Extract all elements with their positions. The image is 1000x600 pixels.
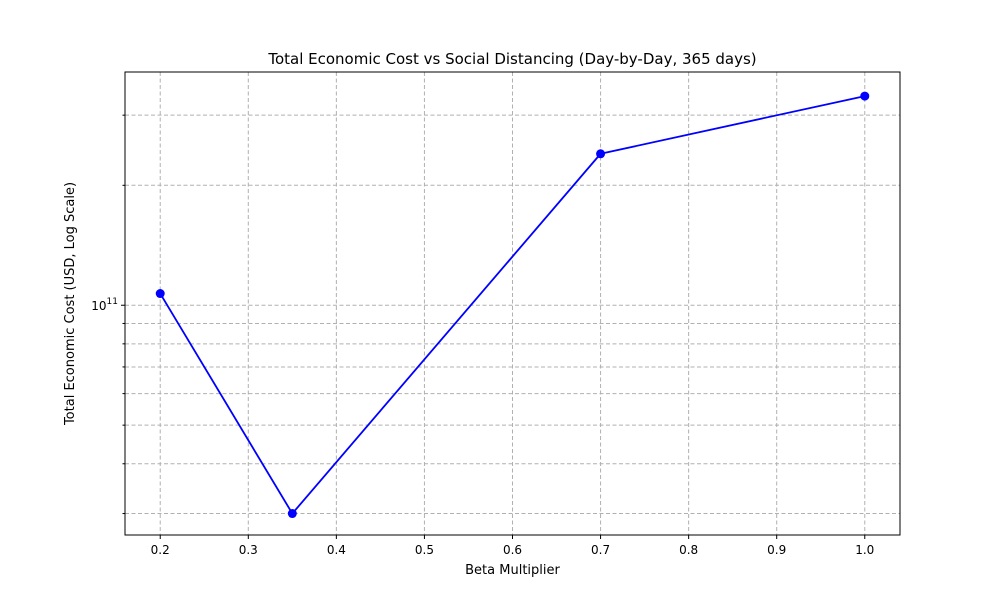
data-point-marker	[596, 149, 606, 159]
series-line	[159, 95, 865, 515]
x-tick-label: 0.7	[591, 543, 610, 557]
chart-title: Total Economic Cost vs Social Distancing…	[267, 50, 756, 68]
data-point-marker	[287, 509, 297, 519]
series-layer	[155, 91, 870, 519]
x-tick-label: 0.3	[239, 543, 258, 557]
x-tick-label: 0.5	[415, 543, 434, 557]
x-tick-label: 0.6	[503, 543, 522, 557]
grid-layer	[125, 72, 900, 535]
x-tick-label: 1.0	[855, 543, 874, 557]
y-axis-label: Total Economic Cost (USD, Log Scale)	[63, 182, 78, 426]
tick-layer: 0.2 0.3 0.4 0.5 0.6 0.7 0.8 0.9 1.0 1011	[91, 114, 874, 557]
x-tick-label: 0.8	[679, 543, 698, 557]
x-tick-label: 0.4	[327, 543, 346, 557]
x-tick-label: 0.9	[767, 543, 786, 557]
data-point-marker	[155, 289, 165, 299]
x-tick-label: 0.2	[151, 543, 170, 557]
y-tick-label: 1011	[91, 297, 118, 313]
data-point-marker	[860, 91, 870, 101]
x-axis-label: Beta Multiplier	[465, 563, 560, 578]
